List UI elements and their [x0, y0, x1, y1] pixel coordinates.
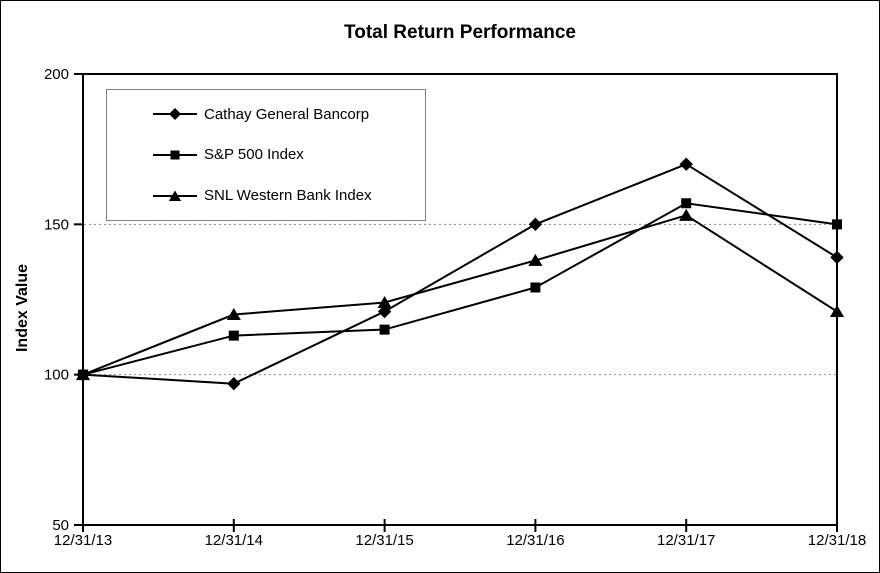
- data-point-cathay-general-bancorp-12/31/18: [830, 250, 844, 265]
- data-point-s-p-500-index-12/31/15: [379, 324, 390, 335]
- legend: Cathay General Bancorp S&P 500 Index SNL W…: [106, 89, 426, 221]
- data-point-snl-western-bank-index-12/31/16: [528, 253, 543, 266]
- x-tick-label-4: 12/31/17: [657, 532, 715, 549]
- series-line-s-p-500-index: [82, 202, 838, 376]
- legend-label: SNL Western Bank Index: [204, 187, 372, 205]
- chart-title: Total Return Performance: [344, 22, 576, 43]
- data-point-snl-western-bank-index-12/31/18: [829, 305, 845, 318]
- data-point-snl-western-bank-index-12/31/14: [226, 308, 241, 321]
- x-tick-label-1: 12/31/14: [205, 532, 263, 549]
- y-tick-label-200: 200: [44, 66, 69, 83]
- x-tick-label-2: 12/31/15: [355, 532, 413, 549]
- data-point-s-p-500-index-12/31/17: [681, 198, 692, 209]
- legend-entry-1: S&P 500 Index: [107, 146, 425, 163]
- x-tick-label-3: 12/31/16: [506, 532, 564, 549]
- series-line-cathay-general-bancorp: [82, 163, 838, 385]
- legend-marker-triangle-icon: [153, 190, 197, 201]
- legend-label: S&P 500 Index: [204, 146, 304, 164]
- data-point-s-p-500-index-12/31/18: [832, 219, 842, 230]
- legend-entry-2: SNL Western Bank Index: [107, 187, 425, 204]
- data-point-snl-western-bank-index-12/31/15: [377, 296, 392, 309]
- legend-label: Cathay General Bancorp: [204, 105, 370, 123]
- y-tick-label-50: 50: [52, 517, 69, 534]
- legend-marker-diamond-icon: [153, 108, 197, 121]
- y-tick-label-150: 150: [44, 216, 69, 233]
- x-tick-label-0: 12/31/13: [54, 532, 112, 549]
- data-point-cathay-general-bancorp-12/31/14: [227, 376, 241, 391]
- data-point-s-p-500-index-12/31/13: [78, 369, 88, 380]
- x-tick-label-5: 12/31/18: [808, 532, 866, 549]
- data-point-s-p-500-index-12/31/16: [530, 282, 541, 293]
- legend-marker-square-icon: [153, 150, 197, 160]
- plot-border: [82, 73, 838, 526]
- data-point-snl-western-bank-index-12/31/17: [679, 208, 694, 221]
- data-point-s-p-500-index-12/31/14: [228, 330, 239, 341]
- series-line-snl-western-bank-index: [82, 214, 838, 376]
- y-tick-label-100: 100: [44, 367, 69, 384]
- data-point-cathay-general-bancorp-12/31/16: [528, 217, 543, 232]
- data-point-cathay-general-bancorp-12/31/15: [377, 304, 392, 319]
- data-point-cathay-general-bancorp-12/31/17: [679, 157, 693, 171]
- legend-entry-0: Cathay General Bancorp: [107, 106, 425, 123]
